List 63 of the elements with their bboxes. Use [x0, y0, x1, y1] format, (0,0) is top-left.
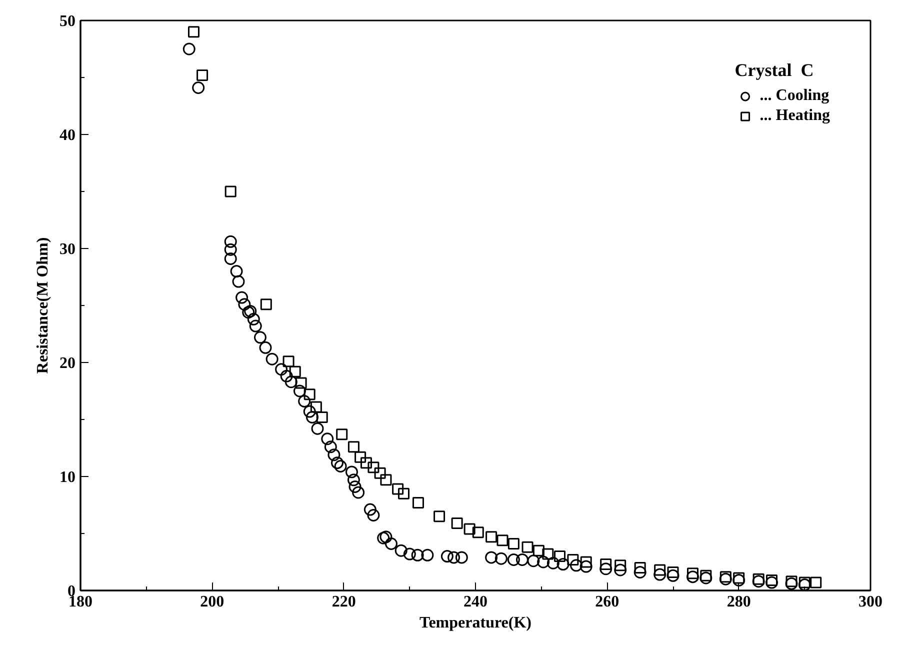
- point: [310, 401, 322, 413]
- point: [798, 576, 810, 588]
- point: [304, 388, 316, 400]
- point: [700, 570, 712, 582]
- legend-title: Crystal C: [734, 60, 815, 81]
- point: [412, 496, 424, 508]
- point: [282, 356, 294, 368]
- point: [295, 377, 307, 389]
- point: [614, 560, 626, 572]
- point: [667, 566, 679, 578]
- point: [786, 576, 798, 588]
- y-tick-label: 10: [60, 469, 76, 486]
- point: [496, 534, 508, 546]
- point: [752, 573, 764, 585]
- y-tick-label: 50: [60, 13, 76, 30]
- point: [554, 550, 566, 562]
- x-tick-label: 220: [332, 594, 356, 610]
- point: [451, 517, 463, 529]
- point: [224, 186, 236, 198]
- point: [289, 366, 301, 378]
- point: [542, 548, 554, 560]
- point: [188, 26, 200, 38]
- point: [360, 457, 372, 469]
- point: [810, 576, 822, 588]
- point: [567, 554, 579, 566]
- x-tick-label: 240: [464, 594, 488, 610]
- x-axis-title: Temperature(K): [420, 614, 532, 632]
- point: [472, 526, 484, 538]
- point: [733, 572, 745, 584]
- legend-label: ... Heating: [760, 107, 830, 125]
- point: [634, 562, 646, 574]
- x-tick-label: 260: [595, 594, 620, 610]
- point: [486, 531, 498, 543]
- x-tick-label: 280: [726, 594, 751, 610]
- point: [316, 411, 328, 423]
- point: [380, 474, 392, 486]
- x-tick-label: 200: [200, 594, 224, 610]
- y-tick-label: 30: [60, 241, 76, 258]
- point: [522, 541, 534, 553]
- point: [600, 558, 612, 570]
- point: [720, 571, 732, 583]
- x-tick-label: 300: [858, 594, 882, 610]
- y-axis-title: Resistance(M Ohm): [34, 237, 52, 374]
- point: [766, 574, 778, 586]
- point: [260, 298, 272, 310]
- y-tick-label: 40: [60, 127, 76, 144]
- point: [532, 544, 544, 556]
- point: [368, 462, 380, 474]
- point: [398, 488, 410, 500]
- point: [580, 556, 592, 568]
- y-tick-label: 20: [60, 355, 76, 372]
- point: [196, 69, 208, 81]
- point: [374, 467, 386, 479]
- point: [687, 568, 698, 580]
- legend-label: ... Cooling: [760, 87, 830, 105]
- point: [508, 538, 520, 550]
- point: [392, 483, 404, 495]
- point: [354, 451, 366, 463]
- point: [336, 428, 348, 440]
- point: [654, 564, 666, 576]
- point: [434, 510, 446, 522]
- point: [464, 523, 476, 535]
- point: [348, 441, 360, 453]
